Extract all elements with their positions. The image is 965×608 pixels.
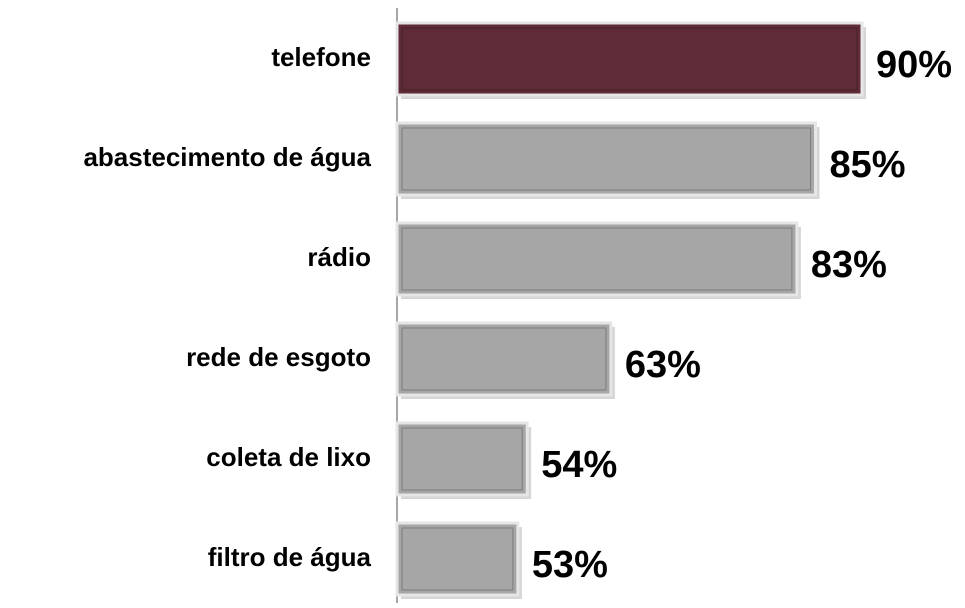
category-label: coleta de lixo (206, 442, 371, 472)
bar-bevel (401, 27, 858, 91)
bar (395, 121, 817, 197)
bar-bevel (401, 227, 793, 291)
value-label: 90% (876, 44, 952, 86)
bar-bevel (401, 527, 514, 591)
value-label: 83% (811, 244, 887, 286)
bar-bevel (401, 127, 811, 191)
bar (395, 221, 799, 297)
value-label: 85% (830, 144, 906, 186)
category-label: rede de esgoto (186, 342, 371, 372)
category-label: rádio (307, 242, 371, 272)
value-label: 53% (532, 544, 608, 586)
category-label: telefone (271, 42, 371, 72)
value-label: 54% (541, 444, 617, 486)
bar (395, 321, 613, 397)
category-label: filtro de água (208, 542, 372, 572)
bar (395, 521, 520, 597)
value-label: 63% (625, 344, 701, 386)
bar-bevel (401, 427, 523, 491)
bar (395, 421, 529, 497)
bar-bevel (401, 327, 607, 391)
category-label: abastecimento de água (83, 142, 371, 172)
bar (395, 21, 864, 97)
